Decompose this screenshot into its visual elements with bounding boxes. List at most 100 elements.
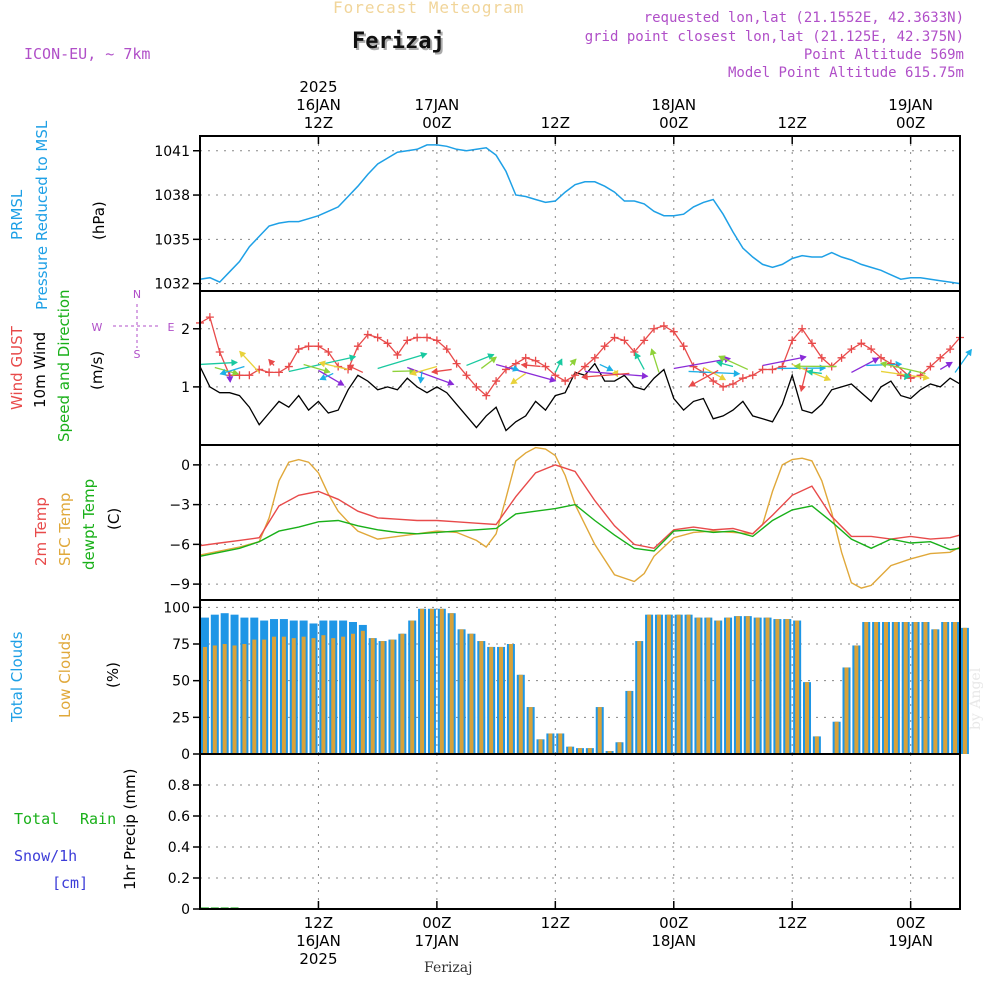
gust-marker (235, 371, 244, 380)
low-cloud-bar (785, 619, 790, 754)
low-cloud-bar (962, 627, 967, 754)
y-tick-label: 0.6 (168, 809, 190, 825)
low-cloud-bar (864, 622, 869, 754)
low-cloud-bar (380, 641, 385, 754)
low-cloud-bar (617, 742, 622, 754)
gust-marker (571, 371, 580, 380)
gust-marker (324, 348, 333, 357)
gust-marker (462, 371, 471, 380)
low-cloud-bar (745, 616, 750, 754)
bottom-time-label: 12Z (778, 914, 807, 932)
bottom-time-label: 00Z (422, 914, 451, 932)
low-cloud-bar (893, 622, 898, 754)
low-cloud-bar (696, 617, 701, 754)
low-cloud-bar (459, 629, 464, 754)
top-time-label: 00Z (896, 114, 925, 132)
top-time-label: 12Z (304, 114, 333, 132)
wind-arrow-head (581, 373, 588, 381)
gust-marker (383, 339, 392, 348)
wind-10m-line (199, 362, 961, 432)
low-cloud-bar (420, 608, 425, 754)
low-cloud-bar (518, 674, 523, 754)
wind-direction-arrow (377, 353, 427, 370)
top-time-label: 2025 (299, 78, 337, 96)
bottom-time-label: 00Z (896, 914, 925, 932)
footer-location: Ferizaj (424, 960, 473, 976)
low-cloud-bar (637, 641, 642, 754)
low-cloud-bar (252, 639, 257, 754)
model-altitude: Model Point Altitude 615.75m (727, 65, 964, 81)
low-cloud-bar (242, 644, 247, 754)
low-cloud-bar (755, 617, 760, 754)
gust-marker (511, 359, 520, 368)
gust-marker (294, 345, 303, 354)
gust-marker (886, 359, 895, 368)
gust-marker (274, 368, 283, 377)
low-cloud-bar (676, 614, 681, 754)
gust-marker (432, 336, 441, 345)
gust-marker (719, 382, 728, 391)
low-cloud-bar (913, 622, 918, 754)
y-tick-label: 0.8 (168, 778, 190, 794)
y-tick-label: −3 (169, 498, 190, 514)
y-tick-label: 25 (172, 710, 190, 726)
gust-marker (423, 333, 432, 342)
gust-marker (798, 324, 807, 333)
low-cloud-bar (923, 622, 928, 754)
precip-snow-legend: Snow/1h (14, 847, 78, 865)
bottom-time-label: 00Z (659, 914, 688, 932)
gust-marker (758, 365, 767, 374)
low-cloud-bar (331, 638, 336, 754)
gust-marker (669, 327, 678, 336)
low-cloud-bar (627, 690, 632, 754)
gust-marker (857, 339, 866, 348)
wind-arrow-head (318, 360, 326, 368)
wind-arrow-head (268, 358, 276, 367)
low-cloud-bar (272, 636, 277, 754)
low-cloud-bar (814, 736, 819, 754)
gust-marker (748, 371, 757, 380)
gust-marker (847, 345, 856, 354)
y-tick-label: 1041 (154, 144, 190, 160)
low-cloud-bar (410, 620, 415, 754)
gust-marker (452, 359, 461, 368)
low-cloud-bar (647, 614, 652, 754)
wind-arrow-head (420, 351, 428, 359)
y-tick-label: 1 (181, 380, 190, 396)
low-cloud-bar (597, 707, 602, 754)
low-cloud-bar (834, 721, 839, 754)
gust-marker (551, 371, 560, 380)
gust-marker (768, 365, 777, 374)
y-tick-label: 100 (163, 600, 190, 616)
gust-marker (679, 342, 688, 351)
gust-marker (630, 348, 639, 357)
bottom-time-label: 19JAN (888, 932, 933, 950)
gust-marker (867, 345, 876, 354)
wind-arrow-head (431, 367, 438, 375)
gust-marker (817, 353, 826, 362)
gust-marker (946, 345, 955, 354)
top-time-label: 17JAN (415, 96, 460, 114)
compass-w: W (92, 321, 103, 334)
wind-arrow-head (799, 384, 806, 392)
temp2m-line (199, 464, 961, 550)
wind-arrow-head (447, 379, 455, 386)
gust-marker (304, 342, 313, 351)
low-cloud-bar (222, 644, 227, 754)
top-time-label: 00Z (422, 114, 451, 132)
low-cloud-bar (350, 633, 355, 754)
wind-arrow-head (716, 360, 724, 368)
y-tick-label: 75 (172, 637, 190, 653)
wind-arrow-head (569, 358, 577, 366)
bottom-time-label: 12Z (541, 914, 570, 932)
wind-arrow-head (231, 359, 238, 367)
panel-frame (199, 135, 961, 292)
low-cloud-bar (281, 636, 286, 754)
low-cloud-bar (489, 646, 494, 754)
gust-marker (245, 371, 254, 380)
gust-marker (561, 377, 570, 386)
wind-arrow-head (549, 375, 557, 383)
gust-marker (728, 379, 737, 388)
